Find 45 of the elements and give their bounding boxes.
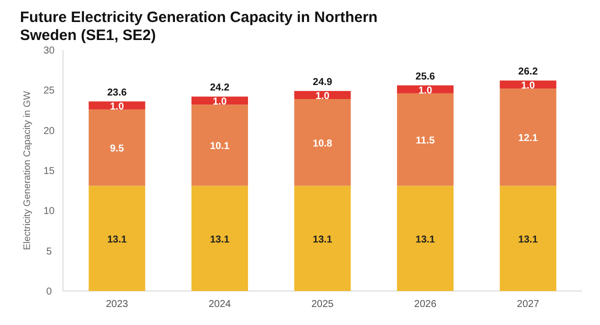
x-tick-label: 2023	[106, 299, 129, 310]
bar	[397, 93, 454, 186]
y-axis-title: Electricity Generation Capacity in GW	[22, 91, 33, 250]
bar	[88, 109, 146, 186]
bar	[397, 186, 454, 291]
y-tick-label: 15	[43, 166, 55, 177]
data-label: 1.0	[212, 96, 228, 108]
data-label: 12.1	[518, 133, 538, 144]
y-tick-label: 20	[43, 126, 55, 137]
data-label: 13.1	[416, 234, 436, 246]
bar	[191, 104, 248, 186]
y-tick-label: 25	[43, 86, 55, 97]
bar	[294, 90, 351, 100]
total-label: 25.6	[416, 71, 436, 82]
x-tick-label: 2024	[208, 299, 232, 310]
total-label: 24.9	[312, 76, 333, 88]
bar	[294, 99, 351, 186]
data-label: 13.1	[518, 234, 538, 246]
y-tick-label: 10	[43, 206, 55, 218]
x-tick-label: 2026	[414, 299, 437, 310]
data-label: 13.1	[210, 234, 230, 246]
chart-title: Future Electricity Generation Capacity in Northern Sweden (SE1, SE2)	[20, 9, 378, 44]
y-tick-label: 5	[46, 246, 52, 258]
bar	[88, 186, 146, 291]
total-label: 23.6	[107, 87, 128, 98]
bar	[191, 186, 248, 291]
bar	[294, 186, 351, 291]
data-label: 1.0	[418, 85, 433, 96]
data-label: 1.0	[521, 80, 536, 92]
bar	[500, 88, 556, 186]
data-label: 9.5	[110, 144, 124, 155]
bar	[500, 186, 556, 291]
data-label: 13.1	[107, 234, 128, 246]
data-label: 1.0	[316, 90, 330, 102]
data-label: 10.1	[210, 141, 230, 152]
y-tick-label: 0	[46, 286, 52, 298]
data-label: 13.1	[312, 234, 333, 246]
x-tick-label: 2027	[516, 299, 540, 310]
total-label: 24.2	[210, 82, 230, 94]
data-label: 10.8	[312, 138, 333, 150]
total-label: 26.2	[518, 66, 538, 78]
y-tick-label: 30	[43, 46, 55, 56]
data-label: 11.5	[416, 136, 436, 147]
data-label: 1.0	[110, 101, 124, 112]
x-tick-label: 2025	[311, 299, 334, 310]
